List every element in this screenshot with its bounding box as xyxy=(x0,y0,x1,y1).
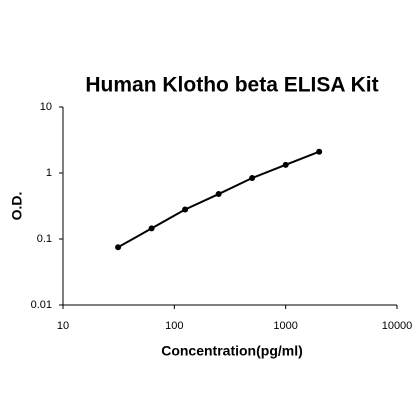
data-point xyxy=(215,191,222,198)
data-point xyxy=(182,206,189,213)
y-tick-label: 0.1 xyxy=(37,233,52,245)
x-tick-label: 10000 xyxy=(382,320,413,332)
x-axis-title: Concentration(pg/ml) xyxy=(161,343,303,359)
data-point xyxy=(148,225,155,232)
y-axis-title: O.D. xyxy=(9,192,25,221)
y-tick-label: 1 xyxy=(46,167,52,179)
data-point xyxy=(249,174,256,181)
data-point xyxy=(282,161,289,168)
chart-title: Human Klotho beta ELISA Kit xyxy=(85,74,378,97)
x-tick-label: 10 xyxy=(57,320,69,332)
x-tick-label: 100 xyxy=(165,320,183,332)
y-tick-label: 0.01 xyxy=(31,299,52,311)
y-tick-label: 10 xyxy=(40,101,52,113)
data-point xyxy=(115,244,122,251)
series-line xyxy=(117,150,320,249)
data-point xyxy=(316,148,323,155)
x-tick-label: 1000 xyxy=(273,320,297,332)
